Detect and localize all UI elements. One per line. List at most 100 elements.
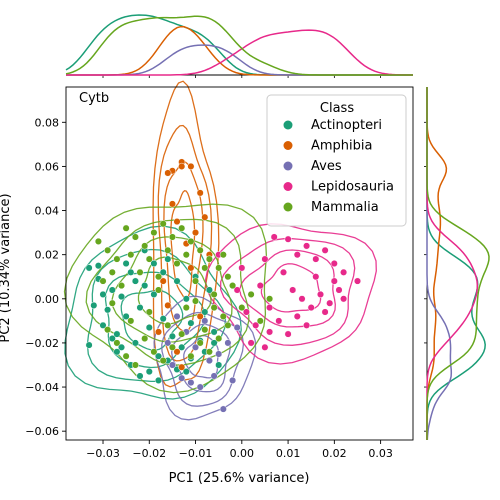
scatter-point [205,348,213,356]
scatter-point [159,315,167,323]
right-density-curve [426,87,448,440]
scatter-point [159,220,167,228]
scatter-point [201,326,209,334]
scatter-point [196,312,204,320]
scatter-point [279,268,288,276]
legend-marker [283,141,293,150]
scatter-point [113,339,121,347]
scatter-point [284,235,292,243]
scatter-point [168,200,176,208]
scatter-point [229,376,237,384]
density-contour [152,80,220,388]
scatter-point [136,304,144,312]
scatter-point [168,233,176,241]
scatter-point [108,334,116,343]
scatter-point [312,273,320,281]
right-marginal-density [424,87,490,441]
scatter-point [210,328,218,336]
scatter-point [330,259,338,268]
density-contour [220,238,356,346]
scatter-point [284,330,292,338]
legend-frame [266,94,407,227]
scatter-point [178,330,186,338]
scatter-point [178,162,186,170]
scatter-point [261,255,269,263]
scatter-point [150,259,158,268]
scatter-point [159,268,167,276]
scatter-point [182,368,190,376]
scatter-point [159,277,167,285]
scatter-point [117,293,126,301]
scatter-point [159,357,167,365]
scatter-point [173,218,181,226]
y-axis-label: PC2 (10.34% variance) [0,193,13,342]
scatter-point [187,237,195,245]
y-tick-label: 0.00 [35,293,60,306]
scatter-point [150,348,158,356]
y-tick-label: 0.04 [35,205,60,218]
scatter-point [131,277,139,285]
density-contour [171,323,231,393]
scatter-point [122,312,130,320]
scatter-point [127,268,135,276]
x-tick-label: 0.01 [276,447,301,460]
scatter-point [104,306,112,314]
scatter-point [99,277,107,285]
right-density-curve [426,87,453,441]
scatter-point [141,242,149,250]
plot-frame [65,86,414,441]
scatter-point [173,348,181,356]
scatter-point [145,323,153,332]
scatter-point [145,368,153,376]
scatter-point [131,361,139,369]
scatter-point [307,304,315,312]
x-tick-label: 0.03 [368,447,393,460]
scatter-point [168,332,176,340]
scatter-point [178,343,186,351]
scatter-point [224,321,232,329]
scatter-point [196,383,204,391]
scatter-point [215,361,223,369]
scatter-point [164,321,172,329]
scatter-point [141,334,149,343]
scatter-point [187,264,195,272]
scatter-point [85,264,93,272]
scatter-point [247,290,255,298]
scatter-point [238,304,246,312]
scatter-point [335,286,343,294]
scatter-point [242,308,250,316]
scatter-point [164,246,172,254]
scatter-point [178,224,186,232]
scatter-point [247,339,255,347]
scatter-point [99,290,107,298]
y-tick-label: 0.02 [35,249,60,262]
scatter-point [266,295,274,303]
x-tick-label: 0.02 [322,447,347,460]
scatter-point [215,264,223,272]
right-density-curve [426,87,490,440]
y-tick-label: 0.06 [35,160,60,173]
scatter-point [261,343,269,351]
density-contour [104,271,206,369]
density-contour [163,161,204,333]
y-tick-label: −0.06 [25,425,59,438]
scatter-point [270,233,278,241]
scatter-point [164,169,172,177]
scatter-point [191,277,200,285]
scatter-point [173,259,181,268]
density-contour [170,189,196,300]
legend: Class Actinopteri Amphibia Aves Lepidosauri… [266,94,407,227]
scatter-point [201,317,209,325]
scatter-point [238,264,246,272]
scatter-point [330,277,338,285]
density-contour [239,249,336,328]
scatter-point [104,246,112,254]
scatter-point [191,297,200,305]
legend-marker [283,120,293,130]
scatter-point [205,255,213,263]
scatter-point [205,286,213,294]
scatter-point [85,341,93,349]
scatter-point [256,282,264,290]
scatter-point [150,229,158,237]
x-tick-label: −0.03 [86,447,120,460]
